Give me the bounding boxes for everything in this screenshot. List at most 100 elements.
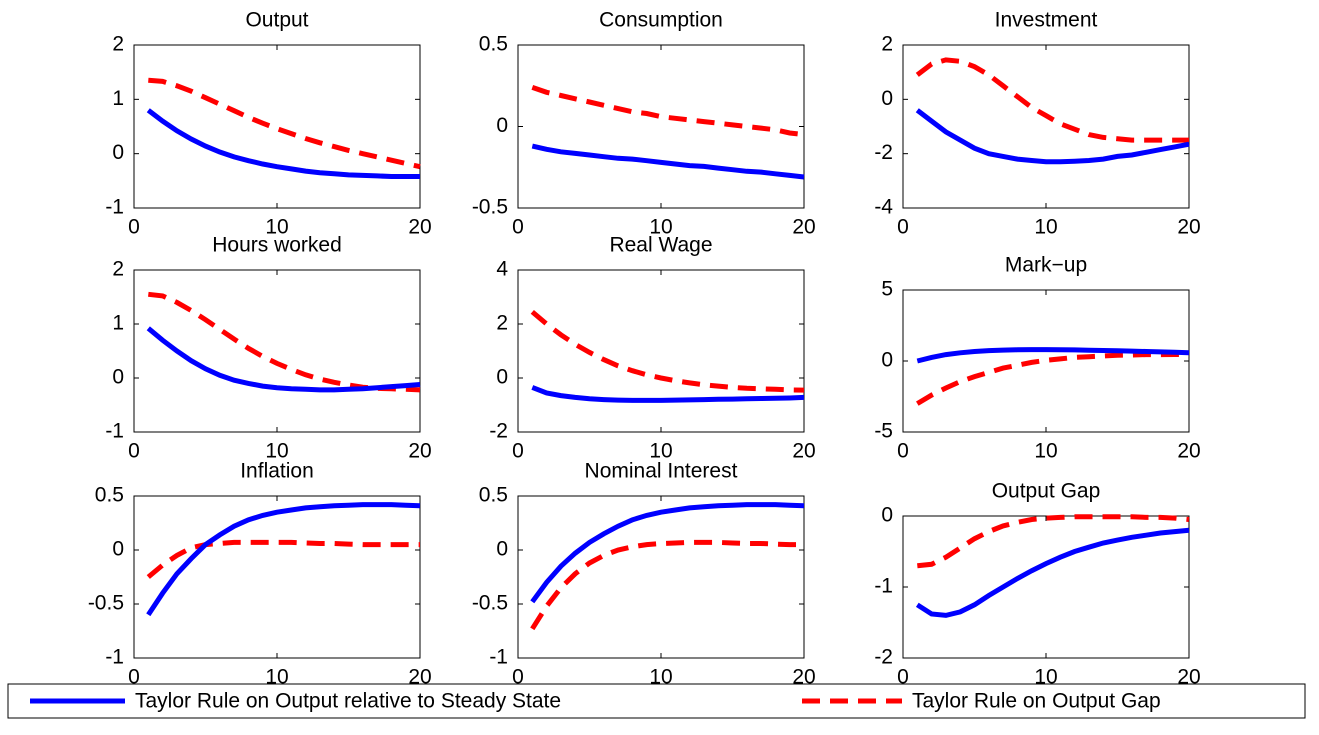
x-tick-label: 0 — [128, 666, 140, 689]
subplot-title: Nominal Interest — [585, 460, 738, 483]
y-tick-label: -2 — [489, 420, 508, 443]
y-tick-label: 2 — [112, 258, 124, 281]
x-tick-label: 10 — [1034, 216, 1057, 239]
series-line — [916, 347, 1190, 364]
axes-box — [902, 515, 1190, 659]
x-tick-label: 10 — [265, 440, 288, 463]
series-line-dashed — [146, 539, 420, 579]
series-line — [915, 527, 1190, 618]
series-line-dashed — [148, 77, 421, 170]
axes: Output Gap 0 10 20 -2 -1 0 — [874, 480, 1200, 689]
y-tick-label: -0.5 — [472, 196, 508, 219]
series-line-dashed — [530, 309, 805, 393]
y-tick-label: 4 — [496, 258, 508, 281]
series-line-dashed — [531, 85, 805, 138]
subplot-title: Hours worked — [212, 234, 342, 257]
x-tick-label: 0 — [897, 440, 909, 463]
axes: Nominal Interest 0 10 20 -1 -0.5 0 0.5 — [472, 460, 816, 689]
y-tick-label: 1 — [112, 87, 124, 110]
y-tick-label: 0 — [496, 366, 508, 389]
y-tick-label: -1 — [105, 646, 124, 669]
y-tick-label: -4 — [874, 196, 893, 219]
x-tick-label: 0 — [128, 216, 140, 239]
series-line-dashed — [917, 514, 1190, 569]
series-line — [146, 326, 421, 393]
legend-label: Taylor Rule on Output relative to Steady… — [135, 690, 561, 713]
x-tick-label: 10 — [265, 666, 288, 689]
y-tick-label: -1 — [874, 575, 893, 598]
y-tick-label: 2 — [112, 33, 124, 56]
axes-box — [902, 44, 1190, 209]
y-tick-label: 0 — [112, 538, 124, 561]
x-tick-label: 20 — [408, 440, 431, 463]
y-tick-label: 2 — [881, 33, 893, 56]
y-tick-label: 5 — [881, 278, 893, 301]
x-tick-label: 20 — [408, 666, 431, 689]
axes-box — [133, 495, 421, 659]
x-tick-label: 10 — [265, 216, 288, 239]
series-line-dashed — [148, 291, 421, 393]
x-tick-label: 10 — [649, 440, 672, 463]
axes: Investment 0 10 20 -4 -2 0 2 — [874, 9, 1200, 239]
series-line — [530, 502, 805, 604]
x-tick-label: 20 — [792, 666, 815, 689]
series-line-dashed — [915, 57, 1189, 143]
x-tick-label: 0 — [512, 666, 524, 689]
series-line-dashed — [530, 539, 804, 631]
y-tick-label: 0 — [881, 87, 893, 110]
y-tick-label: 1 — [112, 312, 124, 335]
axes: Inflation 0 10 20 -1 -0.5 0 0.5 — [88, 460, 432, 689]
axes-box — [902, 289, 1190, 433]
x-tick-label: 10 — [649, 216, 672, 239]
axes: Mark−up0 10 20-505 — [874, 254, 1200, 463]
y-tick-label: 0 — [881, 504, 893, 527]
series-line — [146, 502, 421, 617]
subplot-title: Consumption — [599, 9, 723, 32]
subplot-title: Investment — [995, 9, 1098, 32]
x-tick-label: 10 — [1034, 666, 1057, 689]
subplot-title: Output Gap — [992, 480, 1101, 503]
y-tick-label: -5 — [874, 420, 893, 443]
series-line — [531, 385, 805, 403]
legend-label: Taylor Rule on Output Gap — [912, 690, 1161, 713]
y-tick-label: -1 — [105, 196, 124, 219]
series-line — [915, 108, 1190, 165]
subplot-title: Real Wage — [609, 234, 712, 257]
series-line — [531, 143, 805, 180]
x-tick-label: 10 — [649, 666, 672, 689]
series-line-dashed — [916, 352, 1189, 406]
x-tick-label: 20 — [792, 440, 815, 463]
series-line — [146, 108, 420, 179]
y-tick-label: 0 — [881, 349, 893, 372]
y-tick-label: 0 — [112, 366, 124, 389]
y-tick-label: 0 — [496, 538, 508, 561]
subplot-title: Mark−up — [1005, 254, 1087, 277]
y-tick-label: 0 — [112, 141, 124, 164]
x-tick-label: 20 — [1177, 440, 1200, 463]
y-tick-label: -0.5 — [88, 592, 124, 615]
x-tick-label: 0 — [512, 440, 524, 463]
subplot-title: Output — [245, 9, 308, 32]
y-tick-label: -1 — [489, 646, 508, 669]
x-tick-label: 0 — [128, 440, 140, 463]
y-tick-label: -1 — [105, 420, 124, 443]
y-tick-label: 0.5 — [479, 33, 508, 56]
x-tick-label: 0 — [897, 216, 909, 239]
axes-box — [517, 269, 805, 433]
axes-box — [133, 269, 421, 433]
x-tick-label: 20 — [792, 216, 815, 239]
y-tick-label: -0.5 — [472, 592, 508, 615]
y-tick-label: 0 — [496, 114, 508, 137]
legend-box — [7, 683, 1306, 719]
axes-box — [517, 44, 805, 209]
legend: Taylor Rule on Output relative to Steady… — [7, 683, 1306, 719]
x-tick-label: 10 — [1034, 440, 1057, 463]
x-tick-label: 20 — [1177, 216, 1200, 239]
subplot-title: Inflation — [240, 460, 314, 483]
x-tick-label: 20 — [1177, 666, 1200, 689]
x-tick-label: 0 — [897, 666, 909, 689]
